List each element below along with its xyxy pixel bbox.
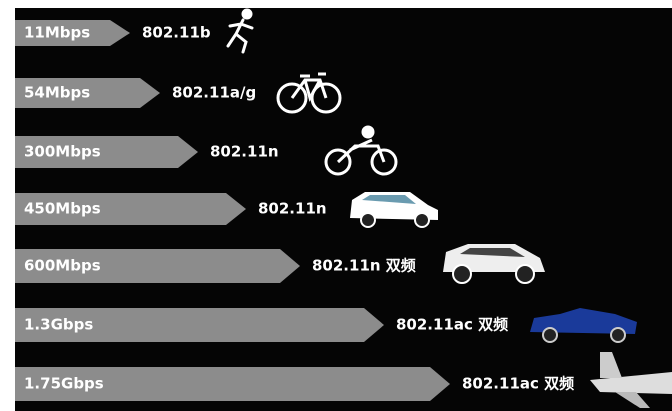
speed-label: 300Mbps [24,143,101,161]
speed-label: 600Mbps [24,257,101,275]
standard-label: 802.11ac 双频 [462,375,574,393]
standard-label: 802.11b [142,24,211,42]
page: 11Mbps 802.11b 54Mbps 802.11a/g 300Mbps 802.1… [0,0,672,411]
speed-label: 450Mbps [24,200,101,218]
standard-label: 802.11ac 双频 [396,316,508,334]
speed-label: 1.75Gbps [24,375,104,393]
standard-label: 802.11n 双频 [312,257,416,275]
infographic: 11Mbps 802.11b 54Mbps 802.11a/g 300Mbps 802.1… [0,0,672,411]
standard-label: 802.11n [258,200,327,218]
speed-label: 11Mbps [24,24,90,42]
standard-label: 802.11n [210,143,279,161]
speed-label: 1.3Gbps [24,316,93,334]
standard-label: 802.11a/g [172,84,256,102]
speed-label: 54Mbps [24,84,90,102]
